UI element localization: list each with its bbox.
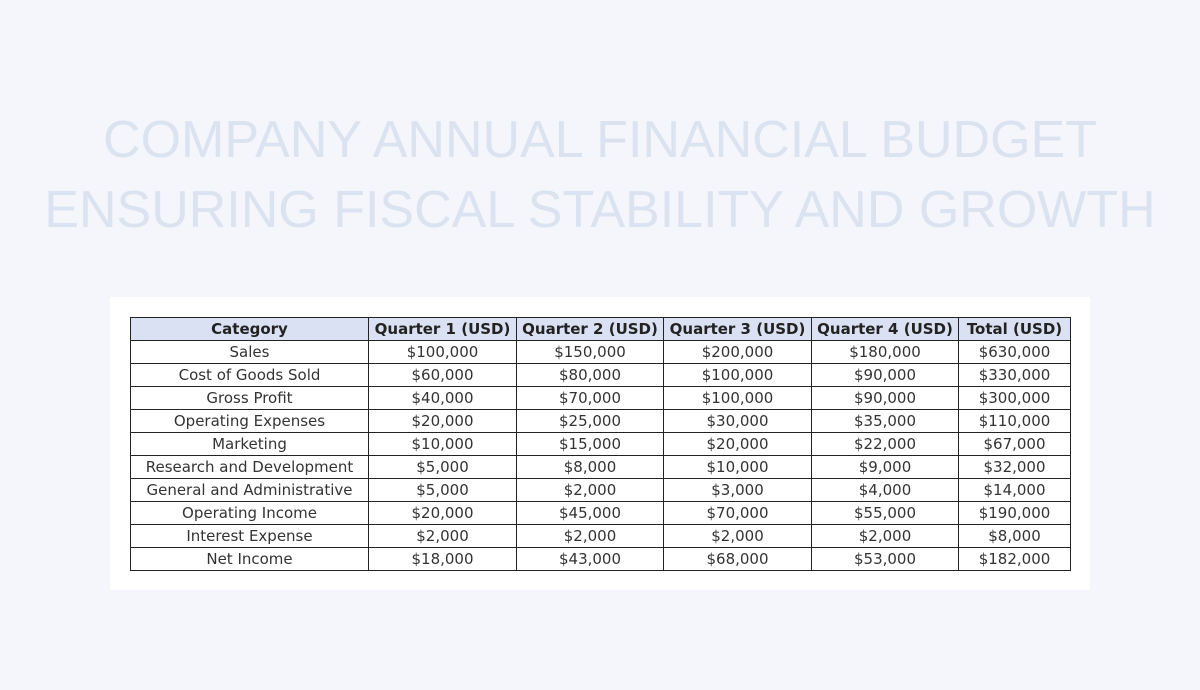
amount-cell: $2,000 xyxy=(516,478,664,502)
table-row: Interest Expense $2,000 $2,000 $2,000 $2,000… xyxy=(130,524,1071,548)
amount-cell: $330,000 xyxy=(958,363,1071,387)
amount-cell: $15,000 xyxy=(516,432,664,456)
amount-cell: $100,000 xyxy=(368,340,517,364)
amount-cell: $30,000 xyxy=(663,409,812,433)
amount-cell: $53,000 xyxy=(811,547,959,571)
column-header: Category xyxy=(130,317,369,341)
table-row: Net Income $18,000 $43,000 $68,000 $53,000 $1… xyxy=(130,547,1071,571)
category-cell: Interest Expense xyxy=(130,524,369,548)
table-row: Cost of Goods Sold $60,000 $80,000 $100,000… xyxy=(130,363,1071,387)
amount-cell: $55,000 xyxy=(811,501,959,525)
amount-cell: $3,000 xyxy=(663,478,812,502)
amount-cell: $70,000 xyxy=(663,501,812,525)
amount-cell: $2,000 xyxy=(516,524,664,548)
amount-cell: $100,000 xyxy=(663,363,812,387)
amount-cell: $5,000 xyxy=(368,478,517,502)
category-cell: Net Income xyxy=(130,547,369,571)
amount-cell: $5,000 xyxy=(368,455,517,479)
column-header: Quarter 2 (USD) xyxy=(516,317,664,341)
column-header: Quarter 1 (USD) xyxy=(368,317,517,341)
table-row: Sales $100,000 $150,000 $200,000 $180,000 $63… xyxy=(130,340,1071,364)
amount-cell: $60,000 xyxy=(368,363,517,387)
table-row: Gross Profit $40,000 $70,000 $100,000 $90,00… xyxy=(130,386,1071,410)
title-line: ENSURING FISCAL STABILITY AND GROWTH xyxy=(44,181,1156,239)
amount-cell: $32,000 xyxy=(958,455,1071,479)
amount-cell: $300,000 xyxy=(958,386,1071,410)
amount-cell: $20,000 xyxy=(663,432,812,456)
amount-cell: $45,000 xyxy=(516,501,664,525)
amount-cell: $9,000 xyxy=(811,455,959,479)
amount-cell: $67,000 xyxy=(958,432,1071,456)
amount-cell: $14,000 xyxy=(958,478,1071,502)
amount-cell: $68,000 xyxy=(663,547,812,571)
table-body: Sales $100,000 $150,000 $200,000 $180,000 $63… xyxy=(130,340,1071,571)
amount-cell: $20,000 xyxy=(368,501,517,525)
category-cell: Gross Profit xyxy=(130,386,369,410)
table-row: Operating Income $20,000 $45,000 $70,000 $55… xyxy=(130,501,1071,525)
category-cell: Sales xyxy=(130,340,369,364)
column-header: Quarter 4 (USD) xyxy=(811,317,959,341)
table-row: Operating Expenses $20,000 $25,000 $30,000 $… xyxy=(130,409,1071,433)
card: Category Quarter 1 (USD) Quarter 2 (USD) Qu… xyxy=(110,297,1090,590)
amount-cell: $190,000 xyxy=(958,501,1071,525)
amount-cell: $110,000 xyxy=(958,409,1071,433)
header-row: Category Quarter 1 (USD) Quarter 2 (USD) Qu… xyxy=(130,317,1071,341)
category-cell: Research and Development xyxy=(130,455,369,479)
amount-cell: $8,000 xyxy=(516,455,664,479)
amount-cell: $10,000 xyxy=(663,455,812,479)
amount-cell: $2,000 xyxy=(368,524,517,548)
amount-cell: $150,000 xyxy=(516,340,664,364)
amount-cell: $20,000 xyxy=(368,409,517,433)
amount-cell: $43,000 xyxy=(516,547,664,571)
amount-cell: $2,000 xyxy=(663,524,812,548)
amount-cell: $10,000 xyxy=(368,432,517,456)
column-header: Total (USD) xyxy=(958,317,1071,341)
amount-cell: $8,000 xyxy=(958,524,1071,548)
table-row: Research and Development $5,000 $8,000 $10,… xyxy=(130,455,1071,479)
category-cell: Operating Income xyxy=(130,501,369,525)
title-line: COMPANY ANNUAL FINANCIAL BUDGET xyxy=(103,111,1097,169)
amount-cell: $200,000 xyxy=(663,340,812,364)
table-row: Marketing $10,000 $15,000 $20,000 $22,000 $67… xyxy=(130,432,1071,456)
category-cell: General and Administrative xyxy=(130,478,369,502)
category-cell: Operating Expenses xyxy=(130,409,369,433)
amount-cell: $40,000 xyxy=(368,386,517,410)
category-cell: Marketing xyxy=(130,432,369,456)
amount-cell: $35,000 xyxy=(811,409,959,433)
table-row: General and Administrative $5,000 $2,000 $3… xyxy=(130,478,1071,502)
amount-cell: $4,000 xyxy=(811,478,959,502)
amount-cell: $180,000 xyxy=(811,340,959,364)
amount-cell: $182,000 xyxy=(958,547,1071,571)
amount-cell: $100,000 xyxy=(663,386,812,410)
amount-cell: $2,000 xyxy=(811,524,959,548)
column-header: Quarter 3 (USD) xyxy=(663,317,812,341)
category-cell: Cost of Goods Sold xyxy=(130,363,369,387)
amount-cell: $90,000 xyxy=(811,363,959,387)
amount-cell: $70,000 xyxy=(516,386,664,410)
amount-cell: $22,000 xyxy=(811,432,959,456)
amount-cell: $630,000 xyxy=(958,340,1071,364)
amount-cell: $90,000 xyxy=(811,386,959,410)
amount-cell: $18,000 xyxy=(368,547,517,571)
amount-cell: $80,000 xyxy=(516,363,664,387)
amount-cell: $25,000 xyxy=(516,409,664,433)
budget-table: Category Quarter 1 (USD) Quarter 2 (USD) Qu… xyxy=(130,317,1071,571)
